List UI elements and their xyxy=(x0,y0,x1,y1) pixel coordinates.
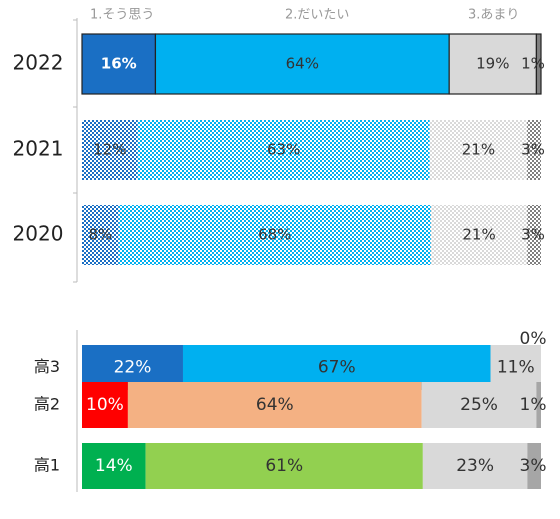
value-label: 3% xyxy=(520,456,547,476)
category-label: 2021 xyxy=(13,137,64,161)
bar-segment xyxy=(421,382,537,428)
category-label: 2022 xyxy=(13,51,64,75)
value-label: 64% xyxy=(286,55,319,73)
bar-segment xyxy=(81,33,157,95)
value-label: 68% xyxy=(258,226,291,244)
bar-segment xyxy=(82,205,119,265)
value-label: 19% xyxy=(476,55,509,73)
category-label: 高1 xyxy=(34,456,60,475)
value-label: 1% xyxy=(521,55,545,73)
value-label: 25% xyxy=(460,395,498,415)
bar-segment xyxy=(430,205,528,265)
legend-label: 1.そう思う xyxy=(90,8,154,23)
bar-segment xyxy=(82,443,146,489)
bar-segment xyxy=(137,120,430,180)
value-label: 61% xyxy=(265,456,303,476)
category-label: 高2 xyxy=(34,395,60,414)
bar-segment xyxy=(527,443,541,489)
legend-label: 2.だいたい xyxy=(285,8,349,23)
category-label: 2020 xyxy=(13,222,64,246)
value-label: 8% xyxy=(88,226,112,244)
bar-segment xyxy=(82,120,138,180)
value-label: 3% xyxy=(521,141,545,159)
bar-segment xyxy=(527,120,541,180)
value-label: 12% xyxy=(93,141,126,159)
value-label: 22% xyxy=(114,358,152,378)
value-label: 16% xyxy=(101,55,137,73)
legend-label: 3.あまり xyxy=(468,8,519,23)
bar-segment xyxy=(82,382,128,428)
bar-segment xyxy=(127,382,422,428)
value-label: 0% xyxy=(520,329,547,349)
bar-segment xyxy=(145,443,423,489)
value-label: 21% xyxy=(462,141,495,159)
value-label: 63% xyxy=(267,141,300,159)
bar-segment xyxy=(535,33,542,95)
bar-segment xyxy=(536,382,541,428)
category-label: 高3 xyxy=(34,357,60,376)
bar-segment xyxy=(422,443,528,489)
bar-segment xyxy=(429,120,528,180)
value-label: 64% xyxy=(256,395,294,415)
value-label: 14% xyxy=(95,456,133,476)
value-label: 11% xyxy=(497,358,535,378)
bar-segment xyxy=(118,205,431,265)
bar-segment xyxy=(527,205,541,265)
value-label: 3% xyxy=(521,226,545,244)
value-label: 23% xyxy=(456,456,494,476)
value-label: 1% xyxy=(520,395,547,415)
value-label: 67% xyxy=(318,358,356,378)
value-label: 21% xyxy=(462,226,495,244)
axis xyxy=(73,18,78,492)
value-label: 10% xyxy=(86,395,124,415)
